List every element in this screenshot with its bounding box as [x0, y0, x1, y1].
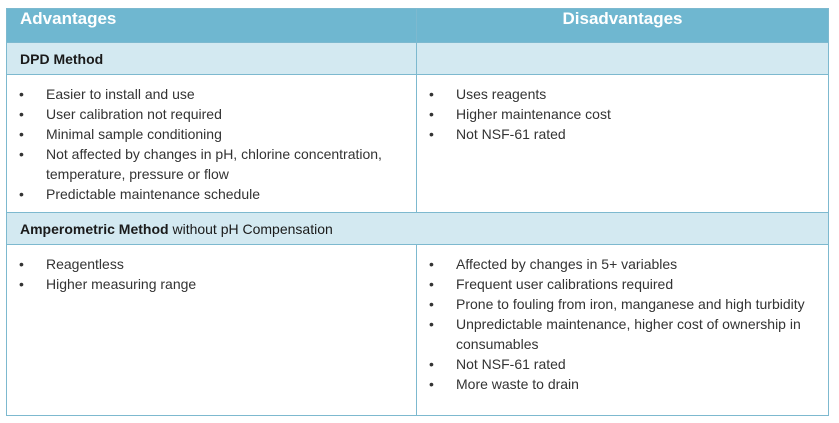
table-header-row: Advantages Disadvantages: [6, 8, 829, 43]
list-item: Affected by changes in 5+ variables: [429, 254, 828, 274]
list-item: Not NSF-61 rated: [429, 354, 828, 374]
dpd-disadvantages-cell: Uses reagents Higher maintenance cost No…: [416, 74, 829, 213]
list-item: Not affected by changes in pH, chlorine …: [19, 144, 416, 184]
content-row-dpd: Easier to install and use User calibrati…: [6, 74, 829, 213]
list-item: Frequent user calibrations required: [429, 274, 828, 294]
dpd-advantages-list: Easier to install and use User calibrati…: [7, 75, 416, 210]
amperometric-disadvantages-cell: Affected by changes in 5+ variables Freq…: [416, 244, 829, 416]
comparison-table: Advantages Disadvantages DPD Method Easi…: [6, 8, 829, 416]
section-title-bold: Amperometric Method: [20, 220, 169, 237]
list-item: User calibration not required: [19, 104, 416, 124]
section-title-bold: DPD Method: [20, 50, 104, 67]
content-row-amperometric: Reagentless Higher measuring range Affec…: [6, 244, 829, 416]
section-title-rest: without pH Compensation: [168, 220, 333, 237]
section-row-dpd: DPD Method: [6, 42, 829, 75]
disadvantages-header: Disadvantages: [416, 8, 829, 43]
amperometric-disadvantages-list: Affected by changes in 5+ variables Freq…: [417, 245, 828, 400]
section-row-amperometric: Amperometric Method without pH Compensat…: [6, 212, 829, 245]
list-item: Not NSF-61 rated: [429, 124, 828, 144]
list-item: Unpredictable maintenance, higher cost o…: [429, 314, 828, 354]
list-item: Reagentless: [19, 254, 416, 274]
comparison-table-container: Advantages Disadvantages DPD Method Easi…: [6, 8, 829, 416]
list-item: More waste to drain: [429, 374, 828, 394]
list-item: Minimal sample conditioning: [19, 124, 416, 144]
amperometric-advantages-list: Reagentless Higher measuring range: [7, 245, 416, 300]
section-title-amperometric: Amperometric Method without pH Compensat…: [6, 212, 829, 245]
dpd-advantages-cell: Easier to install and use User calibrati…: [6, 74, 417, 213]
list-item: Higher maintenance cost: [429, 104, 828, 124]
list-item: Predictable maintenance schedule: [19, 184, 416, 204]
advantages-header: Advantages: [6, 8, 417, 43]
amperometric-advantages-cell: Reagentless Higher measuring range: [6, 244, 417, 416]
dpd-disadvantages-list: Uses reagents Higher maintenance cost No…: [417, 75, 828, 150]
list-item: Easier to install and use: [19, 84, 416, 104]
list-item: Prone to fouling from iron, manganese an…: [429, 294, 828, 314]
section-title-dpd: DPD Method: [6, 42, 417, 75]
list-item: Higher measuring range: [19, 274, 416, 294]
list-item: Uses reagents: [429, 84, 828, 104]
section-empty-cell: [416, 42, 829, 75]
